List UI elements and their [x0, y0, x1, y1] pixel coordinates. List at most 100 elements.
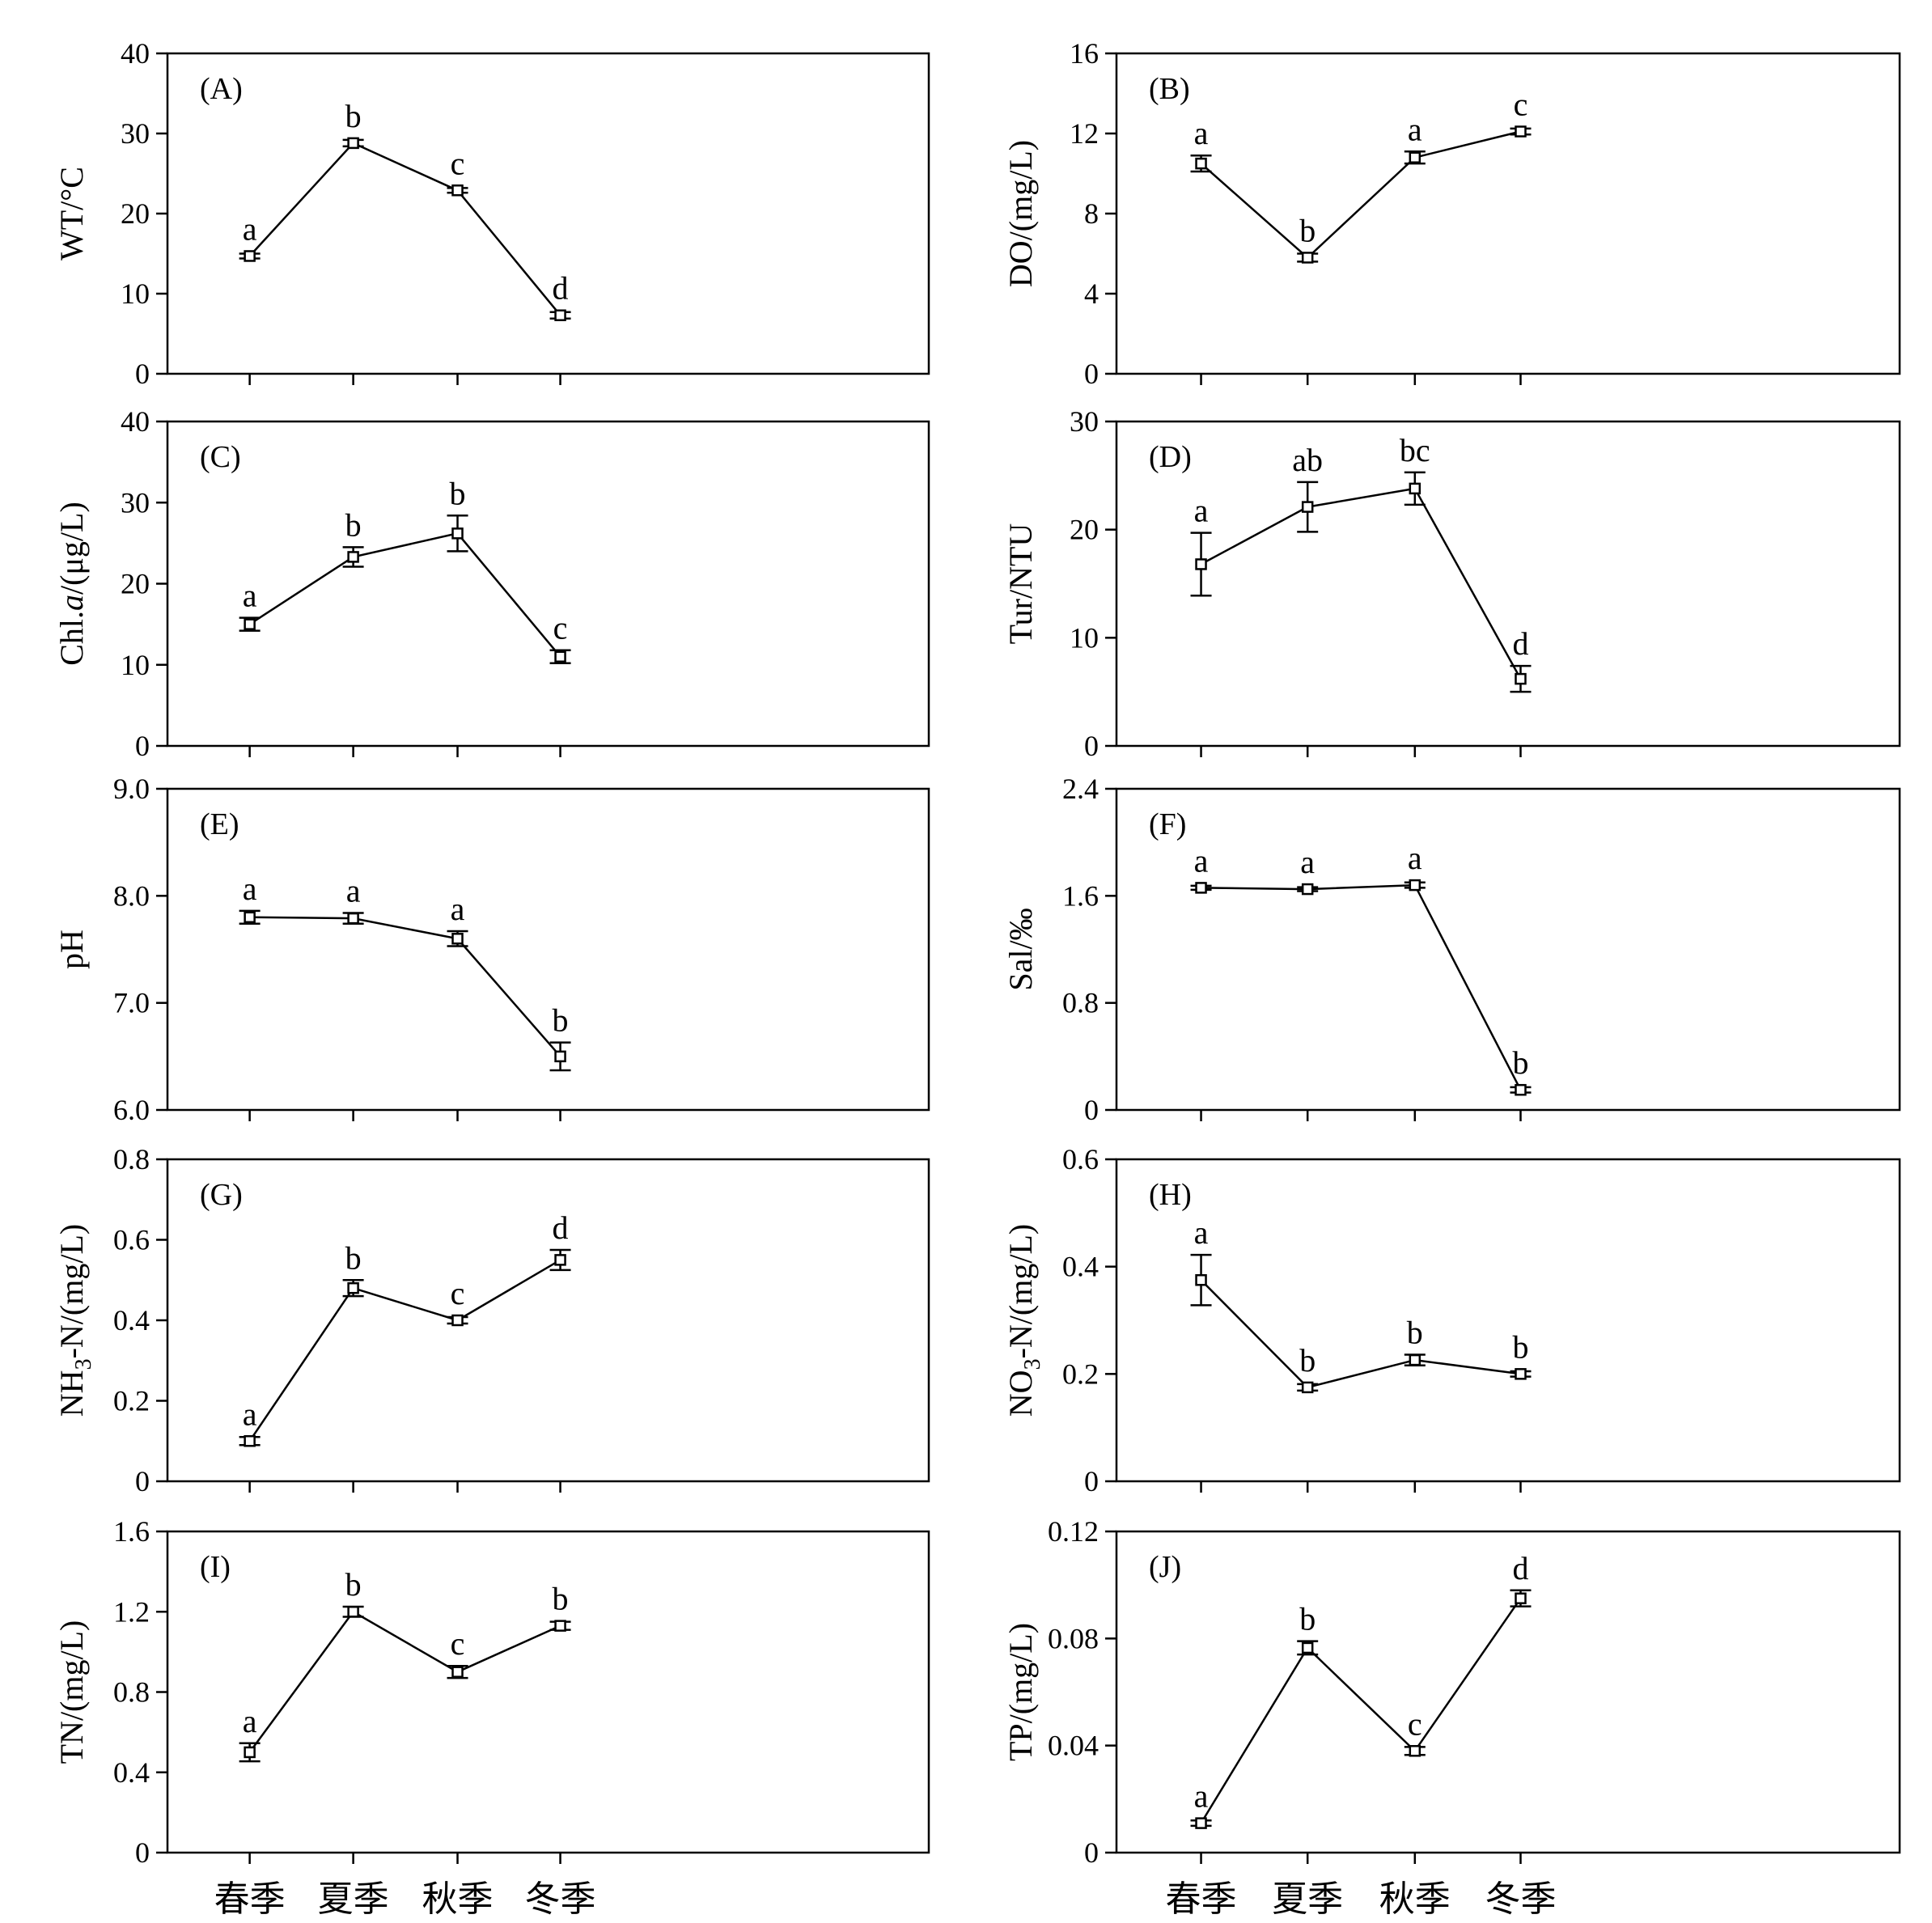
y-tick-label: 30 [1070, 405, 1099, 438]
y-axis-label: Sal/‰ [1002, 908, 1039, 990]
data-point [347, 912, 359, 925]
plot-frame [166, 1158, 930, 1483]
y-tick-label: 6.0 [113, 1094, 150, 1126]
y-tick-label: 0 [135, 358, 150, 390]
series-line [248, 1610, 561, 1753]
series-line [1201, 883, 1522, 1091]
y-tick-label: 10 [121, 649, 150, 681]
significance-letter: a [1194, 842, 1209, 879]
y-axis-label: pH [53, 930, 90, 969]
significance-letter: b [1299, 1601, 1316, 1637]
significance-letter: a [243, 870, 257, 907]
panel-label: (D) [1149, 440, 1192, 474]
significance-letter: b [1407, 1314, 1423, 1350]
significance-letter: b [450, 475, 466, 511]
significance-letter: d [553, 1209, 569, 1246]
y-axis-label: WT/°C [53, 167, 90, 260]
data-point [554, 1620, 566, 1632]
y-tick-label: 0 [1084, 730, 1099, 762]
plot-frame [1115, 52, 1901, 375]
y-tick-label: 10 [121, 277, 150, 310]
data-point [1195, 558, 1207, 570]
panel-label: (A) [200, 72, 243, 106]
significance-letter: a [1194, 1214, 1209, 1251]
y-tick-label: 0.8 [1062, 987, 1099, 1019]
significance-letter: c [451, 1275, 465, 1311]
x-category-label: 冬季 [525, 1879, 596, 1920]
y-tick-label: 0 [1084, 358, 1099, 390]
y-tick-label: 0.4 [1062, 1251, 1099, 1283]
y-tick-label: 0.8 [113, 1143, 150, 1175]
plot-frame [1115, 1158, 1901, 1483]
plot-frame [166, 787, 930, 1112]
data-point [244, 1435, 256, 1447]
data-point [1515, 672, 1527, 685]
significance-letter: c [451, 145, 465, 181]
significance-letter: a [1300, 844, 1315, 880]
significance-letter: bc [1400, 432, 1430, 468]
y-tick-label: 30 [121, 486, 150, 519]
y-tick-label: 0.6 [113, 1224, 150, 1256]
significance-letter: d [553, 270, 569, 307]
y-tick-label: 40 [121, 37, 150, 70]
chart-panel-8: 0 0.2 0.4 0.6 NO3-N/(mg/L) (H)a b b b [1002, 1143, 1901, 1497]
x-category-label: 冬季 [1485, 1879, 1556, 1920]
y-tick-label: 16 [1070, 37, 1099, 70]
significance-letter: a [451, 891, 465, 927]
significance-letter: a [1408, 111, 1422, 147]
plot-frame [166, 52, 930, 375]
chart-panel-7: 0 0.2 0.4 0.6 0.8 NH3-N/(mg/L) (G) a b c d [53, 1143, 930, 1497]
chart-panel-1: 0 10 20 30 40 WT/°C (A) a b c d [53, 37, 930, 390]
data-point [451, 933, 464, 945]
significance-letter: a [1194, 115, 1209, 151]
plot-frame [1115, 420, 1901, 748]
y-tick-label: 2.4 [1062, 773, 1099, 805]
y-axis-label: DO/(mg/L) [1002, 140, 1039, 287]
x-category-label: 秋季 [422, 1879, 494, 1920]
y-tick-label: 8 [1084, 197, 1099, 230]
chart-panel-3: 0 10 20 30 40 Chl.a/(μg/L) (C) a b b c [53, 405, 930, 762]
y-tick-label: 12 [1070, 117, 1099, 150]
significance-letter: c [1514, 87, 1528, 123]
data-point [1195, 1817, 1207, 1829]
y-axis-label: TN/(mg/L) [53, 1620, 90, 1764]
y-tick-label: 40 [121, 405, 150, 438]
y-tick-label: 0.2 [1062, 1358, 1099, 1390]
significance-letter: b [345, 98, 362, 134]
y-tick-label: 4 [1084, 277, 1099, 310]
y-axis-label: Chl.a/(μg/L) [53, 502, 90, 666]
x-category-label: 春季 [214, 1879, 286, 1920]
panel-label: (H) [1149, 1178, 1192, 1212]
data-point [1515, 1368, 1527, 1380]
chart-panel-5: 6.07.08.09.0pH(E)a a ab [53, 773, 930, 1126]
y-axis-label: NH3-N/(mg/L) [53, 1224, 96, 1417]
data-point [1409, 879, 1421, 892]
data-point [244, 1746, 256, 1759]
data-point [1301, 883, 1314, 896]
series-line [249, 916, 561, 1057]
y-tick-label: 0.8 [113, 1676, 150, 1709]
x-category-label: 夏季 [318, 1879, 389, 1920]
y-tick-label: 0 [1084, 1836, 1099, 1869]
y-tick-label: 20 [121, 568, 150, 600]
data-point [554, 309, 566, 321]
significance-letter: a [1194, 1778, 1209, 1815]
y-axis-label: NO3-N/(mg/L) [1002, 1224, 1045, 1417]
series-line [1200, 1597, 1522, 1824]
y-tick-label: 0 [1084, 1465, 1099, 1497]
data-point [451, 1666, 464, 1678]
data-point [451, 527, 464, 540]
y-tick-label: 1.6 [1062, 879, 1099, 912]
panel-label: (C) [200, 440, 241, 474]
x-category-label: 夏季 [1272, 1879, 1343, 1920]
significance-letter: c [553, 610, 568, 646]
significance-letter: a [1408, 840, 1422, 876]
data-point [1515, 1083, 1527, 1096]
significance-letter: a [346, 873, 361, 909]
chart-panel-9: 0 0.4 0.8 1.2 1.6 春季 夏季 秋季 冬季 TN/(mg/L) (I) a b c b [53, 1515, 930, 1920]
y-tick-label: 0 [1084, 1094, 1099, 1126]
data-point [1515, 1592, 1527, 1604]
significance-letter: ab [1292, 442, 1323, 478]
